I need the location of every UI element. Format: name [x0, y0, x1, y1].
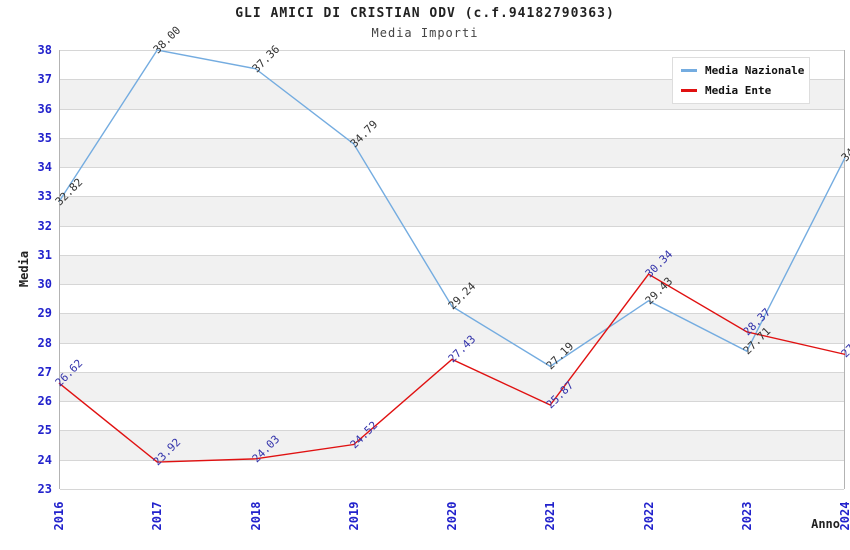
- plot-band: [60, 167, 844, 197]
- y-tick-label: 33: [37, 189, 52, 204]
- x-tick-label: 2022: [641, 501, 656, 531]
- x-axis-title: Anno: [811, 517, 840, 531]
- y-tick-label: 25: [37, 423, 52, 438]
- legend-item-media-nazionale: Media Nazionale: [681, 64, 805, 77]
- plot-band: [60, 108, 844, 138]
- legend-label-media-nazionale: Media Nazionale: [705, 64, 805, 77]
- gridline: [60, 430, 844, 432]
- gridline: [60, 401, 844, 403]
- x-tick-label: 2016: [52, 501, 66, 531]
- y-tick-label: 34: [37, 160, 52, 175]
- gridline: [60, 284, 844, 286]
- y-tick-label: 38: [37, 43, 52, 57]
- gridline: [60, 167, 844, 169]
- legend-item-media-ente: Media Ente: [681, 84, 801, 97]
- x-tick-label: 2023: [739, 501, 754, 531]
- gridline: [60, 196, 844, 198]
- y-axis-title: Media: [17, 250, 31, 288]
- plot-band: [60, 196, 844, 226]
- plot-band: [60, 137, 844, 168]
- y-tick-label: 29: [37, 306, 52, 321]
- legend-label-media-ente: Media Ente: [705, 84, 772, 97]
- y-tick-label: 35: [37, 130, 52, 145]
- gridline: [60, 108, 844, 110]
- plot-area: [59, 50, 845, 490]
- x-tick-label: 2020: [445, 501, 459, 531]
- gridline: [60, 313, 844, 315]
- y-tick-label: 28: [37, 335, 52, 350]
- plot-band: [60, 401, 844, 431]
- y-tick-label: 36: [37, 101, 52, 116]
- x-tick-label: 2021: [543, 501, 558, 531]
- chart-title: GLI AMICI DI CRISTIAN ODV (c.f.941827903…: [235, 6, 615, 21]
- x-tick-label: 2024: [838, 501, 850, 531]
- x-tick-label: 2018: [248, 501, 263, 531]
- gridline: [60, 50, 844, 51]
- y-tick-label: 27: [37, 364, 52, 379]
- chart-subtitle: Media Importi: [371, 26, 479, 40]
- legend-swatch-media-ente-icon: [681, 89, 697, 92]
- gridline: [60, 342, 844, 344]
- gridline: [60, 254, 844, 256]
- x-tick-label: 2017: [150, 501, 165, 531]
- gridline: [60, 137, 844, 139]
- y-tick-label: 32: [37, 218, 52, 233]
- x-tick-label: 2019: [346, 501, 361, 531]
- y-tick-label: 31: [37, 247, 52, 262]
- y-tick-label: 37: [37, 72, 52, 87]
- gridline: [60, 371, 844, 373]
- legend-swatch-media-nazionale-icon: [681, 69, 697, 72]
- plot-band: [60, 225, 844, 255]
- y-tick-label: 26: [37, 394, 52, 409]
- gridline: [60, 489, 844, 490]
- y-tick-label: 24: [37, 452, 52, 467]
- y-tick-label: 30: [37, 277, 52, 292]
- plot-band: [60, 254, 844, 285]
- y-tick-label: 23: [37, 482, 52, 496]
- plot-band: [60, 371, 844, 402]
- plot-band: [60, 313, 844, 343]
- legend: Media Nazionale Media Ente: [672, 57, 810, 104]
- plot-band: [60, 459, 844, 489]
- gridline: [60, 225, 844, 227]
- gridline: [60, 459, 844, 461]
